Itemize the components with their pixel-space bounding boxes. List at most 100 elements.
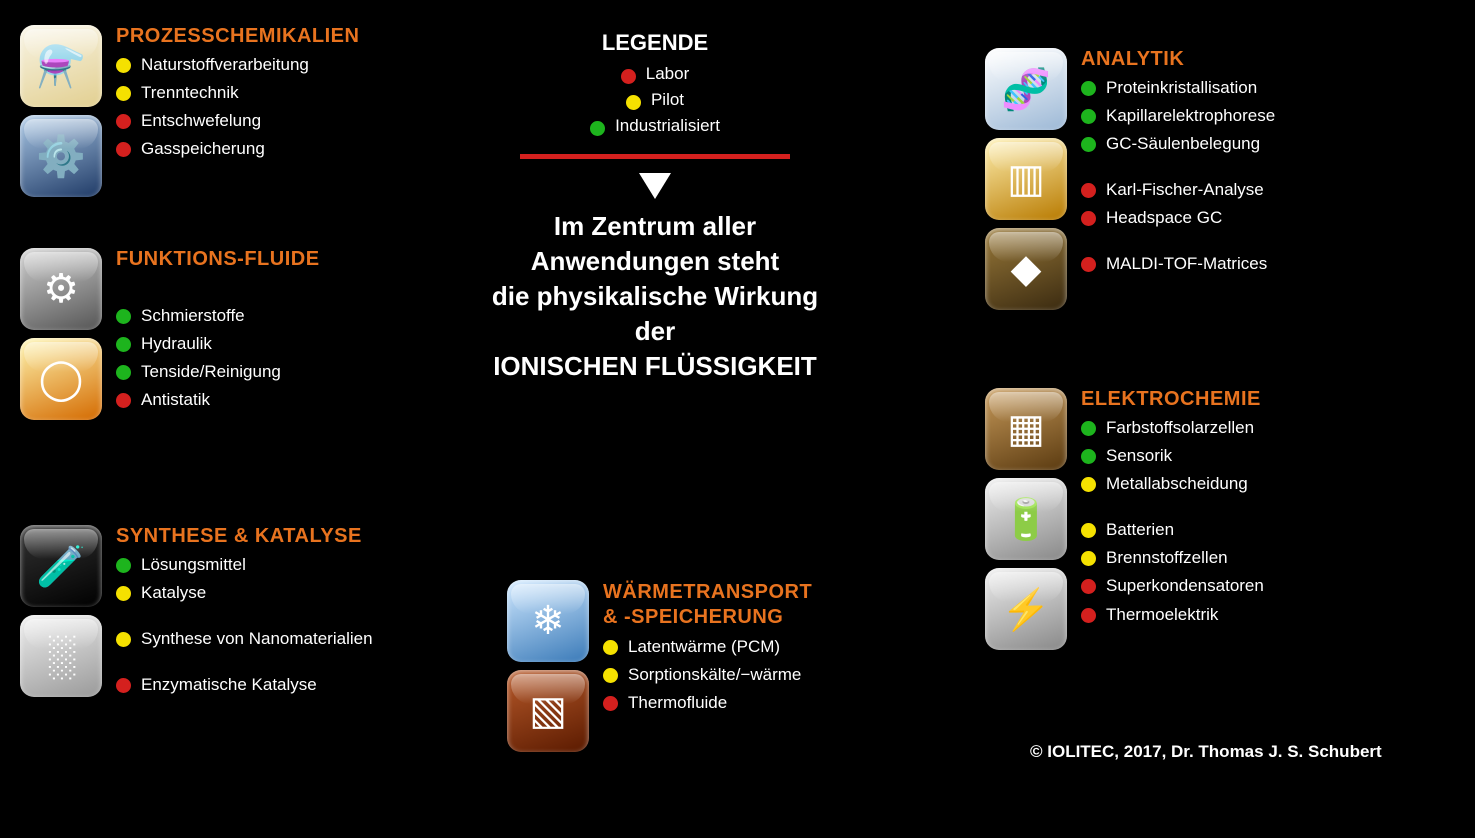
status-dot-icon xyxy=(603,668,618,683)
legend-divider xyxy=(520,154,790,159)
status-dot-icon xyxy=(1081,257,1096,272)
list-item: Superkondensatoren xyxy=(1081,575,1264,597)
section-title: WÄRMETRANSPORT& -SPEICHERUNG xyxy=(603,580,812,630)
list-item-label: Sorptionskälte/−wärme xyxy=(628,664,801,686)
status-dot-icon xyxy=(1081,211,1096,226)
list-item-label: Farbstoffsolarzellen xyxy=(1106,417,1254,439)
legend-title: LEGENDE xyxy=(455,30,855,56)
center-line: Anwendungen steht xyxy=(455,244,855,279)
gc-column-icon: ▥ xyxy=(985,138,1067,220)
status-dot-icon xyxy=(1081,81,1096,96)
center-line: die physikalische Wirkung xyxy=(455,279,855,314)
list-item-label: Gasspeicherung xyxy=(141,138,265,160)
solar-icon: ▧ xyxy=(507,670,589,752)
list-item: Latentwärme (PCM) xyxy=(603,636,812,658)
status-dot-icon xyxy=(116,337,131,352)
status-dot-icon xyxy=(116,558,131,573)
status-dot-icon xyxy=(621,69,636,84)
list-item: Brennstoffzellen xyxy=(1081,547,1264,569)
list-item-label: Thermofluide xyxy=(628,692,727,714)
list-item: Schmierstoffe xyxy=(116,305,320,327)
capacitor-icon: ⚡ xyxy=(985,568,1067,650)
legend-item: Pilot xyxy=(455,90,855,110)
list-item-label: Schmierstoffe xyxy=(141,305,245,327)
list-item-label: Latentwärme (PCM) xyxy=(628,636,780,658)
list-item: Thermoelektrik xyxy=(1081,604,1264,626)
list-item-label: Enzymatische Katalyse xyxy=(141,674,317,696)
center-statement: Im Zentrum allerAnwendungen stehtdie phy… xyxy=(455,209,855,384)
list-item: Synthese von Nanomaterialien xyxy=(116,628,373,650)
list-item-label: Brennstoffzellen xyxy=(1106,547,1228,569)
section-title: SYNTHESE & KATALYSE xyxy=(116,525,373,548)
status-dot-icon xyxy=(1081,421,1096,436)
status-dot-icon xyxy=(116,114,131,129)
list-item: Katalyse xyxy=(116,582,373,604)
legend-item: Labor xyxy=(455,64,855,84)
section-waermetransport: ❄▧WÄRMETRANSPORT& -SPEICHERUNGLatentwärm… xyxy=(507,580,812,752)
arrow-down-icon xyxy=(639,173,671,199)
list-item: Hydraulik xyxy=(116,333,320,355)
list-item: MALDI-TOF-Matrices xyxy=(1081,253,1275,275)
status-dot-icon xyxy=(603,640,618,655)
list-item-label: Katalyse xyxy=(141,582,206,604)
list-item: Enzymatische Katalyse xyxy=(116,674,373,696)
section-analytik: 🧬▥◆ANALYTIKProteinkristallisationKapilla… xyxy=(985,48,1275,310)
center-line: Im Zentrum aller xyxy=(455,209,855,244)
list-item-label: Proteinkristallisation xyxy=(1106,77,1257,99)
status-dot-icon xyxy=(1081,608,1096,623)
status-dot-icon xyxy=(1081,137,1096,152)
center-line: der xyxy=(455,314,855,349)
status-dot-icon xyxy=(1081,523,1096,538)
nano-icon: ░ xyxy=(20,615,102,697)
test-tubes-icon: 🧪 xyxy=(20,525,102,607)
status-dot-icon xyxy=(116,678,131,693)
list-item-label: Entschwefelung xyxy=(141,110,261,132)
list-item-label: Thermoelektrik xyxy=(1106,604,1218,626)
maldi-icon: ◆ xyxy=(985,228,1067,310)
bubbles-icon: ◯ xyxy=(20,338,102,420)
legend-item-label: Industrialisiert xyxy=(615,116,720,136)
list-item: Proteinkristallisation xyxy=(1081,77,1275,99)
gears-icon: ⚙ xyxy=(20,248,102,330)
section-elektrochemie: ▦🔋⚡ELEKTROCHEMIEFarbstoffsolarzellenSens… xyxy=(985,388,1264,650)
status-dot-icon xyxy=(1081,477,1096,492)
list-item-label: Sensorik xyxy=(1106,445,1172,467)
list-item: Sensorik xyxy=(1081,445,1264,467)
list-item: Karl-Fischer-Analyse xyxy=(1081,179,1275,201)
status-dot-icon xyxy=(1081,579,1096,594)
status-dot-icon xyxy=(603,696,618,711)
list-item: Sorptionskälte/−wärme xyxy=(603,664,812,686)
list-item-label: Superkondensatoren xyxy=(1106,575,1264,597)
status-dot-icon xyxy=(116,86,131,101)
dna-icon: 🧬 xyxy=(985,48,1067,130)
list-item-label: Kapillarelektrophorese xyxy=(1106,105,1275,127)
list-item-label: Naturstoffverarbeitung xyxy=(141,54,309,76)
status-dot-icon xyxy=(1081,183,1096,198)
machine-icon: ⚙️ xyxy=(20,115,102,197)
list-item: Batterien xyxy=(1081,519,1264,541)
section-synthese-katalyse: 🧪░SYNTHESE & KATALYSELösungsmittelKataly… xyxy=(20,525,373,702)
status-dot-icon xyxy=(116,58,131,73)
copyright-text: © IOLITEC, 2017, Dr. Thomas J. S. Schube… xyxy=(1030,742,1382,762)
list-item: Trenntechnik xyxy=(116,82,359,104)
list-item-label: Karl-Fischer-Analyse xyxy=(1106,179,1264,201)
list-item-label: Batterien xyxy=(1106,519,1174,541)
list-item: Farbstoffsolarzellen xyxy=(1081,417,1264,439)
flask-icon: ⚗️ xyxy=(20,25,102,107)
list-item-label: Metallabscheidung xyxy=(1106,473,1248,495)
legend-item-label: Pilot xyxy=(651,90,684,110)
section-title: FUNKTIONS-FLUIDE xyxy=(116,248,320,271)
list-item: Metallabscheidung xyxy=(1081,473,1264,495)
status-dot-icon xyxy=(116,365,131,380)
status-dot-icon xyxy=(116,142,131,157)
status-dot-icon xyxy=(116,393,131,408)
section-title: ELEKTROCHEMIE xyxy=(1081,388,1264,411)
list-item: Gasspeicherung xyxy=(116,138,359,160)
list-item: Entschwefelung xyxy=(116,110,359,132)
legend-item: Industrialisiert xyxy=(455,116,855,136)
list-item-label: Synthese von Nanomaterialien xyxy=(141,628,373,650)
center-line: IONISCHEN FLÜSSIGKEIT xyxy=(455,349,855,384)
status-dot-icon xyxy=(590,121,605,136)
list-item-label: Headspace GC xyxy=(1106,207,1222,229)
status-dot-icon xyxy=(116,586,131,601)
